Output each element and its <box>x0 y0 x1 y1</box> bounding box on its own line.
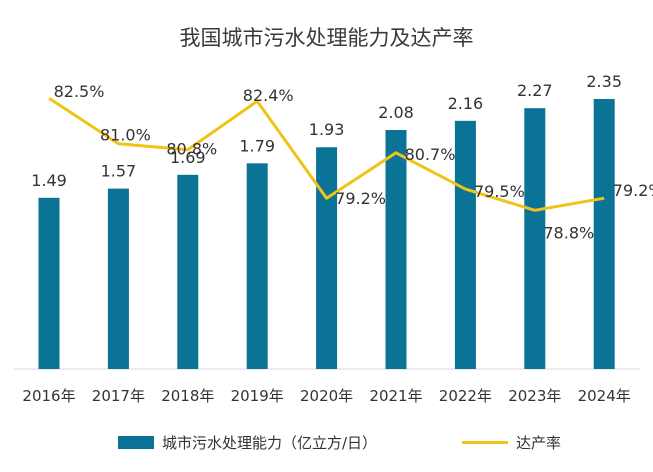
x-tick-label: 2023年 <box>508 387 561 405</box>
x-tick-label: 2021年 <box>369 387 422 405</box>
bar-2016年 <box>38 197 60 369</box>
legend-label-capacity: 城市污水处理能力（亿立方/日） <box>162 433 378 452</box>
bar-2022年 <box>454 120 476 369</box>
rate-value-label: 79.2% <box>613 181 653 200</box>
bar-value-label: 1.57 <box>101 162 137 181</box>
x-tick-label: 2018年 <box>161 387 214 405</box>
rate-value-label: 81.0% <box>100 126 151 145</box>
rate-value-label: 80.7% <box>405 145 456 164</box>
bar-value-label: 2.27 <box>517 81 553 100</box>
rate-value-label: 82.4% <box>243 86 294 105</box>
legend-label-rate: 达产率 <box>516 433 562 452</box>
rate-value-label: 78.8% <box>543 223 594 242</box>
x-tick-label: 2017年 <box>92 387 145 405</box>
rate-series-line <box>48 96 605 212</box>
bar-2024年 <box>593 98 615 370</box>
bar-value-label: 1.69 <box>170 148 206 167</box>
rate-value-label: 79.2% <box>335 189 386 208</box>
chart-title: 我国城市污水处理能力及达产率 <box>179 26 474 50</box>
bar-2017年 <box>107 188 129 369</box>
x-tick-label: 2020年 <box>300 387 353 405</box>
bar-2019年 <box>246 163 268 369</box>
bar-value-label: 1.79 <box>239 136 275 155</box>
legend-item-capacity: 城市污水处理能力（亿立方/日） <box>118 428 377 456</box>
rate-value-label: 82.5% <box>54 82 105 101</box>
legend-line-swatch <box>462 440 508 444</box>
bar-value-label: 2.08 <box>378 103 414 122</box>
x-tick-label: 2019年 <box>231 387 284 405</box>
x-tick-label: 2024年 <box>578 387 631 405</box>
legend-item-rate: 达产率 <box>462 428 561 456</box>
rate-value-label: 80.8% <box>166 140 217 159</box>
x-tick-label: 2016年 <box>22 387 75 405</box>
bar-value-label: 1.93 <box>309 120 345 139</box>
bar-2023年 <box>524 108 546 369</box>
bar-2020年 <box>316 147 338 369</box>
bar-2018年 <box>177 174 199 369</box>
bar-2021年 <box>385 130 407 369</box>
x-tick-label: 2022年 <box>439 387 492 405</box>
rate-value-label: 79.5% <box>474 182 525 201</box>
bar-value-label: 2.16 <box>448 94 484 113</box>
legend-bar-swatch <box>118 435 154 449</box>
legend: 城市污水处理能力（亿立方/日） 达产率 <box>0 428 653 456</box>
bar-value-label: 1.49 <box>31 171 67 190</box>
bar-value-label: 2.35 <box>586 72 622 91</box>
